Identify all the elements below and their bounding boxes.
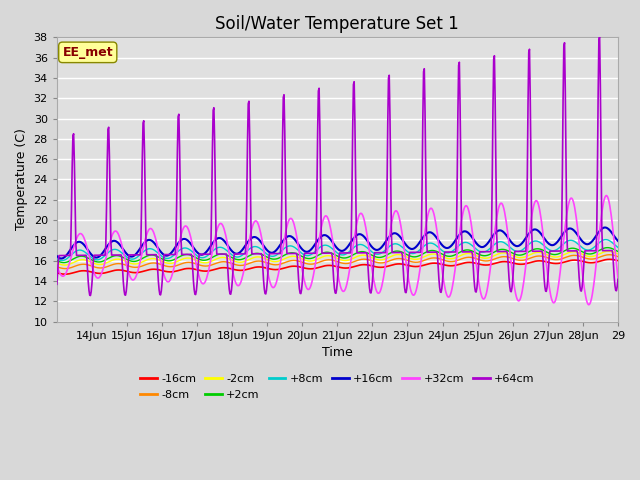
+32cm	[585, 302, 593, 308]
+2cm	[131, 259, 138, 264]
Line: +32cm: +32cm	[57, 195, 618, 305]
+16cm	[614, 238, 621, 244]
+8cm	[58, 258, 66, 264]
+32cm	[526, 224, 534, 230]
+32cm	[177, 235, 184, 240]
-2cm	[177, 257, 185, 263]
-16cm	[457, 261, 465, 267]
+32cm	[130, 277, 138, 283]
Line: +16cm: +16cm	[57, 228, 618, 259]
+32cm	[53, 263, 61, 268]
+2cm	[604, 245, 611, 251]
Line: +64cm: +64cm	[57, 36, 618, 296]
+32cm	[614, 275, 621, 280]
+64cm	[61, 252, 69, 258]
-2cm	[510, 253, 518, 259]
-2cm	[457, 252, 465, 258]
-8cm	[63, 266, 70, 272]
+2cm	[177, 253, 185, 259]
-16cm	[177, 267, 185, 273]
-8cm	[53, 264, 61, 270]
+64cm	[131, 252, 138, 258]
+16cm	[63, 252, 70, 258]
-8cm	[614, 254, 621, 260]
Legend: -16cm, -8cm, -2cm, +2cm, +8cm, +16cm, +32cm, +64cm: -16cm, -8cm, -2cm, +2cm, +8cm, +16cm, +3…	[136, 370, 539, 404]
-2cm	[53, 260, 61, 266]
+8cm	[131, 256, 138, 262]
Line: +8cm: +8cm	[57, 240, 618, 261]
-16cm	[53, 270, 61, 276]
-2cm	[527, 252, 535, 257]
+8cm	[63, 256, 70, 262]
-8cm	[605, 252, 613, 258]
+16cm	[131, 252, 138, 258]
Text: EE_met: EE_met	[63, 46, 113, 59]
+8cm	[602, 237, 609, 242]
+8cm	[177, 246, 185, 252]
+32cm	[509, 278, 517, 284]
-16cm	[61, 271, 68, 277]
+16cm	[601, 225, 609, 230]
+64cm	[53, 281, 61, 287]
+64cm	[614, 276, 621, 282]
+2cm	[60, 260, 67, 265]
-2cm	[605, 248, 612, 254]
-2cm	[131, 261, 138, 267]
+32cm	[456, 227, 464, 233]
-16cm	[527, 260, 535, 265]
+2cm	[63, 259, 70, 265]
+16cm	[457, 230, 465, 236]
+16cm	[510, 242, 518, 248]
+64cm	[177, 237, 185, 243]
+16cm	[527, 228, 535, 234]
-8cm	[527, 255, 535, 261]
+64cm	[596, 33, 604, 39]
+16cm	[58, 256, 65, 262]
+64cm	[527, 166, 535, 171]
-16cm	[606, 256, 614, 262]
+2cm	[510, 251, 518, 257]
Title: Soil/Water Temperature Set 1: Soil/Water Temperature Set 1	[216, 15, 460, 33]
+8cm	[53, 256, 61, 262]
Line: -2cm: -2cm	[57, 251, 618, 265]
-8cm	[131, 264, 138, 270]
-16cm	[614, 258, 621, 264]
+64cm	[457, 171, 465, 177]
-16cm	[131, 270, 138, 276]
-8cm	[457, 256, 465, 262]
+16cm	[53, 253, 61, 259]
Line: +2cm: +2cm	[57, 248, 618, 263]
-2cm	[63, 262, 70, 268]
+32cm	[602, 192, 610, 198]
+2cm	[614, 249, 621, 254]
-2cm	[61, 262, 68, 268]
-16cm	[63, 271, 70, 277]
+2cm	[527, 248, 535, 253]
-2cm	[614, 251, 621, 257]
+2cm	[53, 258, 61, 264]
Line: -16cm: -16cm	[57, 259, 618, 274]
+2cm	[457, 249, 465, 254]
-8cm	[510, 256, 518, 262]
-16cm	[510, 261, 518, 266]
X-axis label: Time: Time	[322, 346, 353, 359]
Y-axis label: Temperature (C): Temperature (C)	[15, 129, 28, 230]
+16cm	[177, 237, 185, 243]
-8cm	[177, 261, 185, 267]
+8cm	[510, 248, 518, 253]
+32cm	[61, 271, 69, 276]
+8cm	[614, 244, 621, 250]
Line: -8cm: -8cm	[57, 255, 618, 269]
+8cm	[457, 241, 465, 247]
+8cm	[527, 240, 535, 246]
+64cm	[86, 293, 94, 299]
+64cm	[510, 254, 518, 260]
-8cm	[61, 266, 69, 272]
